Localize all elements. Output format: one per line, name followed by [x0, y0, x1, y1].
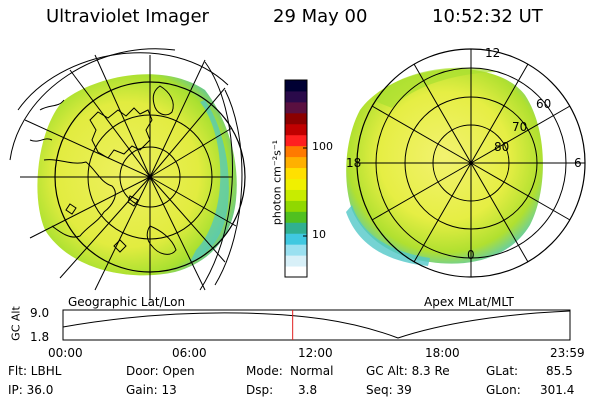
- outer-arcs: [9, 48, 243, 291]
- glon-value: 301.4: [540, 383, 575, 397]
- cyan-fringe: [190, 100, 229, 262]
- altitude-curve: [62, 310, 571, 339]
- timeline-ytick-bottom: 1.8: [30, 330, 50, 344]
- timeline-xtick-2: 12:00: [298, 346, 333, 360]
- magnetic-image-panel: [346, 48, 586, 278]
- colorbar-segment: [285, 101, 307, 114]
- glat-value: 85.5: [546, 364, 573, 378]
- colorbar: [284, 79, 308, 278]
- glon-label: GLon:: [486, 383, 521, 397]
- mlt-label-6: 6: [574, 156, 582, 170]
- glat-label: GLat:: [486, 364, 519, 378]
- colorbar-segment: [285, 189, 307, 201]
- colorbar-segment: [285, 244, 307, 256]
- colorbar-segment: [285, 222, 307, 234]
- timeline-xtick-4: 23:59: [550, 346, 585, 360]
- green-band: [372, 67, 500, 108]
- dsp-label: Dsp:: [246, 383, 274, 397]
- mlt-grid: [357, 49, 585, 277]
- colorbar-segment: [285, 112, 307, 125]
- colorbar-unit-label: photon cm⁻²s⁻¹: [270, 139, 284, 226]
- cyan-fringe-lower: [346, 205, 430, 266]
- timeline-xtick-1: 06:00: [172, 346, 207, 360]
- mlt-label-0: 0: [467, 248, 475, 262]
- instrument-title: Ultraviolet Imager: [46, 6, 209, 27]
- colorbar-segment: [285, 90, 307, 103]
- gain-status: Gain: 13: [126, 383, 177, 397]
- dsp-value: 3.8: [298, 383, 318, 397]
- gc-alt-status: GC Alt: 8.3 Re: [366, 364, 450, 378]
- colorbar-segment: [285, 80, 307, 92]
- mode-label: Mode:: [246, 364, 283, 378]
- colorbar-segment: [285, 134, 307, 147]
- timeline-frame: [62, 309, 571, 341]
- uv-image-magnetic: [346, 68, 543, 264]
- filter-status: Flt: LBHL: [8, 364, 62, 378]
- ip-status: IP: 36.0: [8, 383, 54, 397]
- mlt-label-18: 18: [346, 156, 362, 170]
- colorbar-tick-100: 100: [312, 140, 333, 153]
- time-label: 10:52:32 UT: [432, 6, 543, 27]
- colorbar-segment: [285, 266, 307, 278]
- timeline-ytick-top: 9.0: [30, 306, 50, 320]
- colorbar-segment: [285, 233, 307, 245]
- colorbar-segment: [285, 156, 307, 169]
- timeline-xtick-0: 00:00: [48, 346, 83, 360]
- colorbar-segment: [285, 178, 307, 190]
- coastlines: [29, 85, 177, 255]
- mlat-label-60: 60: [536, 97, 552, 111]
- colorbar-segment: [285, 255, 307, 267]
- date-label: 29 May 00: [273, 6, 368, 27]
- longitude-grid: [20, 54, 237, 300]
- mlt-label-12: 12: [485, 46, 501, 60]
- altitude-timeline: [62, 309, 571, 341]
- timeline-axis-label: GC Alt: [9, 306, 23, 341]
- mlat-label-80: 80: [494, 140, 510, 154]
- colorbar-segment: [285, 145, 307, 158]
- colorbar-segment: [285, 123, 307, 136]
- geographic-caption: Geographic Lat/Lon: [68, 295, 186, 309]
- door-status: Door: Open: [126, 364, 195, 378]
- timeline-xtick-3: 18:00: [425, 346, 460, 360]
- colorbar-frame: [284, 79, 308, 278]
- mlat-label-70: 70: [512, 120, 528, 134]
- uv-image-geographic: [37, 74, 237, 276]
- colorbar-tick-10: 10: [312, 228, 326, 241]
- colorbar-segment: [285, 167, 307, 179]
- colorbar-segment: [285, 211, 307, 223]
- seq-status: Seq: 39: [366, 383, 412, 397]
- colorbar-segment: [285, 200, 307, 212]
- mode-value: Normal: [290, 364, 334, 378]
- magnetic-caption: Apex MLat/MLT: [424, 295, 514, 309]
- geographic-image-panel: [9, 48, 246, 300]
